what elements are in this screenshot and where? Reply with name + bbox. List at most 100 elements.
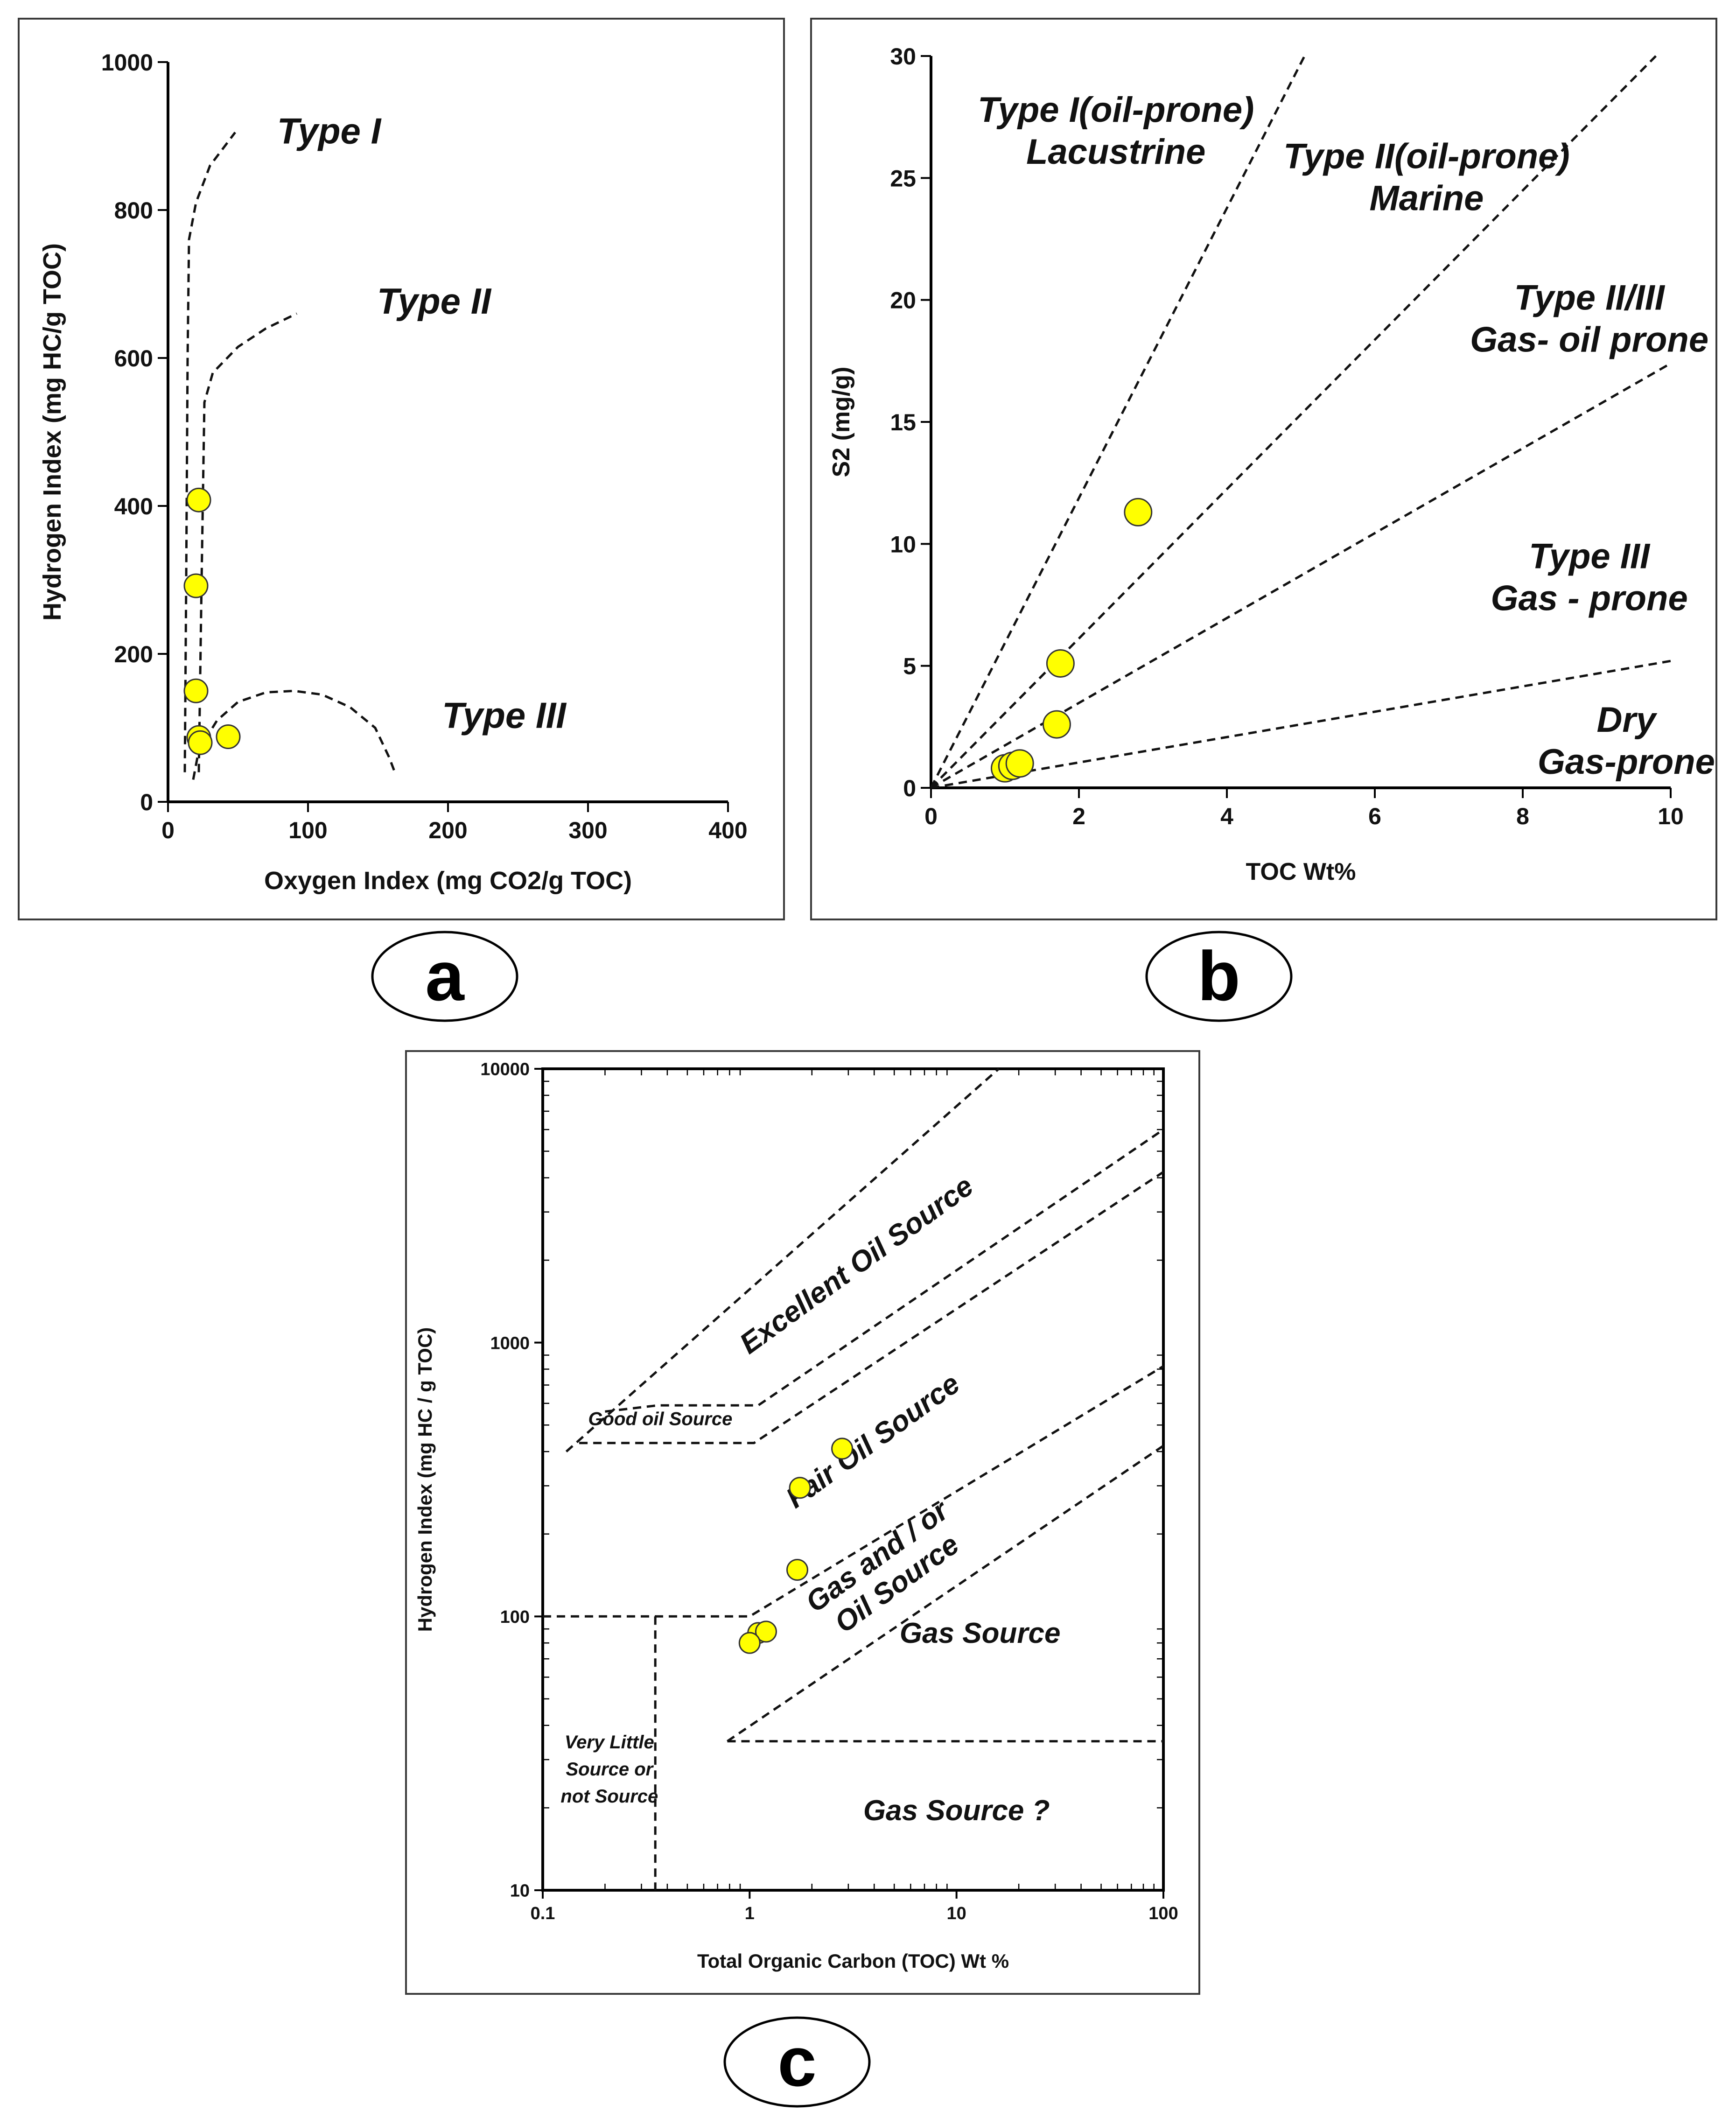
- chart-a-x-tick-label: 300: [568, 817, 607, 843]
- chart-a-type-i-curve: [183, 132, 236, 772]
- chart-a-data-point: [183, 573, 209, 598]
- chart-c-plot-box: [541, 1067, 1165, 1892]
- chart-b-y-tick-label: 25: [890, 165, 916, 191]
- chart-c-y-tick-label: 10: [510, 1881, 530, 1901]
- panel-badge-b: b: [1145, 931, 1293, 1022]
- chart-c-y-tick-label: 100: [500, 1607, 530, 1627]
- chart-a-region-label: Type III: [442, 695, 567, 736]
- chart-c-gas-oil-lower: [727, 1445, 1164, 1742]
- chart-c-region-label-line: Gas Source ?: [863, 1795, 1050, 1827]
- chart-a-type-iii-curve: [192, 689, 396, 780]
- chart-a-y-tick-label: 200: [114, 641, 153, 667]
- chart-c-region-label-line: Very Little: [565, 1732, 654, 1753]
- chart-c-excellent-upper: [565, 1068, 1000, 1452]
- chart-a-x-tick-label: 0: [161, 817, 175, 843]
- panel-badge-b-label: b: [1197, 937, 1240, 1015]
- chart-a-x-axis-label: Oxygen Index (mg CO2/g TOC): [264, 867, 632, 895]
- chart-b-data-point: [1124, 498, 1153, 526]
- chart-a-region-label: Type II: [377, 281, 491, 322]
- panel-a-frame: [18, 18, 785, 920]
- chart-b-y-tick-label: 5: [903, 653, 916, 680]
- chart-b-y-axis-label: S2 (mg/g): [828, 367, 855, 477]
- panel-badge-c-ellipse: [723, 2016, 871, 2108]
- chart-b-line-type-i: [930, 55, 1306, 789]
- chart-c-region-label-line: not Source: [560, 1786, 658, 1807]
- chart-b-data-point: [1005, 749, 1034, 778]
- chart-a-region-label-line: Type II: [377, 281, 491, 322]
- chart-c-x-tick-label: 1: [745, 1904, 755, 1923]
- chart-a-region-label-line: Type I: [277, 110, 382, 151]
- chart-b-region-label-line: Gas- oil prone: [1470, 320, 1708, 360]
- chart-a-y-tick-label: 400: [114, 493, 153, 519]
- chart-b-y-tick-label: 20: [890, 288, 916, 314]
- chart-a-y-tick-label: 800: [114, 197, 153, 224]
- chart-b-y-tick-label: 0: [903, 775, 916, 801]
- panel-badge-b-ellipse: [1145, 931, 1293, 1022]
- chart-a-type-ii-curve: [197, 312, 298, 772]
- chart-b-x-tick-label: 8: [1516, 803, 1529, 829]
- panel-badge-c-label: c: [777, 2022, 816, 2101]
- chart-b-region-label-line: Lacustrine: [1026, 132, 1205, 172]
- chart-c-x-axis-label: Total Organic Carbon (TOC) Wt %: [697, 1950, 1009, 1972]
- chart-c-x-tick-label: 100: [1148, 1904, 1178, 1923]
- chart-b-x-tick-label: 10: [1658, 803, 1684, 829]
- chart-a-region-label: Type I: [277, 110, 382, 151]
- chart-b-data-point: [1046, 649, 1075, 678]
- chart-c-region-label: Gas Source ?: [863, 1795, 1050, 1827]
- chart-b-y-tick-label: 10: [890, 531, 916, 557]
- chart-b-x-tick-label: 2: [1072, 803, 1085, 829]
- chart-b-data-point: [1042, 710, 1071, 739]
- chart-c-region-label-line: Gas Source: [900, 1617, 1061, 1649]
- chart-c-region-label: Very Little Source or not Source: [560, 1732, 658, 1807]
- chart-a-x-tick-label: 200: [428, 817, 467, 843]
- chart-b-y-tick-label: 15: [890, 409, 916, 435]
- panel-badge-a-ellipse: [371, 931, 518, 1022]
- chart-b-x-tick-label: 0: [924, 803, 938, 829]
- chart-c-y-tick-label: 1000: [490, 1333, 530, 1353]
- chart-b-region-label-line: Type III: [1529, 537, 1651, 576]
- chart-a-region-label-line: Type III: [442, 695, 567, 736]
- chart-c-good-oil-step: [605, 1129, 1164, 1413]
- chart-c-region-label: Good oil Source: [588, 1409, 732, 1429]
- chart-a-data-point: [183, 678, 209, 703]
- chart-b-x-tick-label: 6: [1368, 803, 1381, 829]
- chart-c-y-tick-label: 10000: [480, 1060, 530, 1080]
- chart-a-y-tick-label: 600: [114, 345, 153, 372]
- chart-c-region-label-line: Source or: [566, 1759, 654, 1780]
- chart-c-data-point: [786, 1558, 808, 1581]
- chart-b-region-label: Type II/III Gas- oil prone: [1470, 278, 1708, 360]
- chart-a-x-tick-label: 400: [708, 817, 747, 843]
- chart-a-x-tick-label: 100: [288, 817, 327, 843]
- chart-b-region-label-line: Type I(oil-prone): [978, 90, 1254, 130]
- chart-b-region-label-line: Type II/III: [1514, 278, 1665, 318]
- chart-c-data-point: [738, 1632, 761, 1654]
- chart-b-x-axis-label: TOC Wt%: [1246, 858, 1356, 885]
- chart-b-region-label-line: Marine: [1369, 178, 1484, 218]
- chart-c-region-label-line: Good oil Source: [588, 1409, 732, 1429]
- chart-b: 0 2 4 6 8 10 0 5 10 15 20 25 30 TOC Wt% S2 (mg/g) Type …: [828, 43, 1715, 885]
- panel-badge-a: a: [371, 931, 518, 1022]
- chart-c-data-point: [755, 1620, 777, 1643]
- chart-b-y-tick-label: 30: [890, 43, 916, 70]
- chart-c-data-point: [789, 1477, 811, 1499]
- chart-c-region-label: Gas Source: [900, 1617, 1061, 1649]
- chart-a-y-tick-label: 0: [140, 789, 153, 815]
- chart-a: 0 100 200 300 400 0 200 400 600 800 1000 Oxygen Ind…: [38, 49, 748, 895]
- chart-b-x-tick-label: 4: [1220, 803, 1233, 829]
- chart-b-region-label: Dry Gas-prone: [1538, 700, 1715, 782]
- chart-a-y-axis-label: Hydrogen Index (mg HC/g TOC): [38, 243, 66, 621]
- panel-c-frame: [405, 1050, 1200, 1995]
- chart-c-x-tick-label: 10: [947, 1904, 966, 1923]
- panel-badge-a-label: a: [425, 937, 465, 1015]
- chart-a-data-point: [216, 724, 241, 750]
- chart-b-region-label-line: Gas - prone: [1491, 579, 1687, 618]
- chart-b-region-label-line: Type II(oil-prone): [1283, 136, 1570, 176]
- chart-a-data-point: [188, 730, 213, 755]
- chart-a-y-tick-label: 1000: [101, 49, 153, 76]
- chart-b-region-label-line: Dry: [1597, 700, 1658, 740]
- chart-b-region-label: Type I(oil-prone) Lacustrine: [978, 90, 1254, 172]
- chart-c-good-oil-lower: [579, 1171, 1164, 1445]
- chart-c-x-tick-label: 0.1: [531, 1904, 555, 1923]
- chart-c-y-axis-label: Hydrogen Index (mg HC / g TOC): [414, 1327, 436, 1632]
